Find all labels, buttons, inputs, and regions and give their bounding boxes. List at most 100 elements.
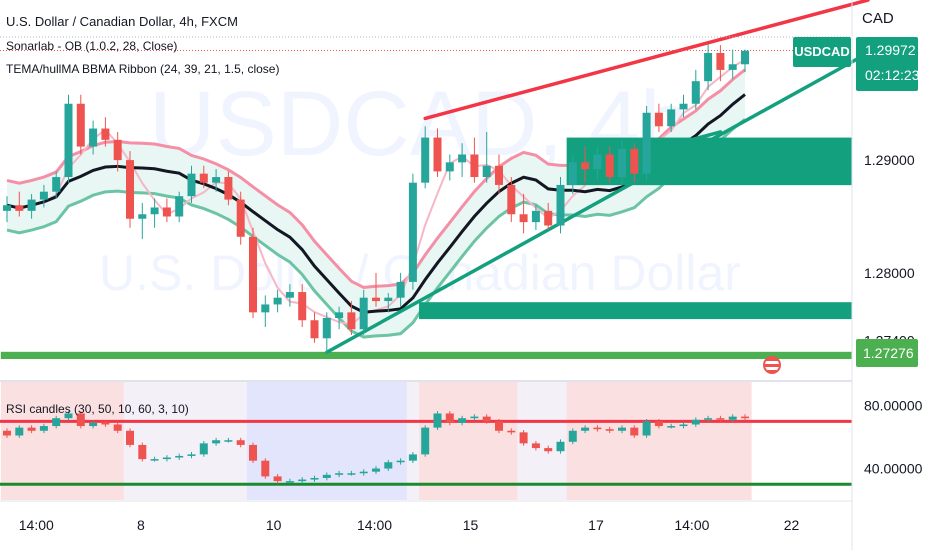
candle-body — [667, 109, 676, 127]
rsi-band — [689, 382, 703, 500]
rsi-band — [652, 382, 666, 500]
rsi-band — [738, 382, 752, 500]
candle-body — [421, 137, 430, 183]
candle-body — [716, 52, 725, 70]
time-tick-label: 17 — [588, 517, 604, 533]
rsi-candle — [64, 413, 73, 419]
candle-body — [445, 162, 454, 172]
candle-body — [593, 154, 602, 170]
candle-body — [273, 297, 282, 305]
candle-body — [261, 304, 270, 313]
rsi-band — [62, 382, 76, 500]
candle-body — [347, 312, 356, 330]
rsi-candle — [396, 460, 405, 463]
rsi-candle — [27, 427, 36, 431]
candle-body — [212, 177, 221, 183]
candle-body — [15, 205, 24, 211]
candle-body — [249, 236, 257, 313]
rsi-candle — [605, 429, 614, 431]
rsi-candle — [101, 422, 110, 425]
candle-body — [556, 184, 565, 226]
rsi-candle — [458, 418, 467, 423]
rsi-band — [369, 382, 383, 500]
candle-body — [64, 103, 73, 178]
rsi-candle — [593, 427, 602, 430]
support-price-tag: 1.27276 — [856, 339, 918, 367]
rsi-band — [677, 382, 691, 500]
rsi-band — [148, 382, 162, 500]
order-block — [419, 302, 852, 320]
rsi-band — [640, 382, 654, 500]
candle-body — [126, 160, 134, 219]
candle-body — [642, 112, 651, 174]
rsi-band — [505, 382, 518, 500]
candle-body — [236, 199, 245, 237]
rsi-band — [615, 382, 629, 500]
candle-body — [618, 148, 626, 178]
candle-body — [113, 139, 122, 161]
rsi-band — [455, 382, 469, 500]
candles — [3, 43, 749, 355]
rsi-band — [259, 382, 272, 500]
rsi-band — [37, 382, 51, 500]
indicator-sonarlab: Sonarlab - OB (1.0.2, 28, Close) — [6, 39, 178, 53]
rsi-candle — [322, 474, 331, 478]
rsi-indicator-label: RSI candles (30, 50, 10, 60, 3, 10) — [6, 402, 189, 416]
candle-body — [458, 154, 467, 163]
rsi-candle — [52, 418, 61, 427]
symbol-tag: USDCAD — [793, 37, 851, 67]
rsi-candle — [335, 473, 344, 475]
rsi-candle — [150, 459, 159, 461]
candle-body — [581, 162, 590, 170]
bar-countdown: 02:12:23 — [865, 67, 920, 83]
rsi-candle — [372, 468, 380, 472]
rsi-candle — [741, 416, 749, 419]
candle-body — [482, 165, 491, 178]
candle-body — [741, 50, 749, 65]
trend-line — [325, 51, 870, 355]
rsi-candle — [273, 476, 282, 482]
candle-body — [728, 64, 737, 70]
candle-body — [691, 81, 700, 104]
rsi-band — [357, 382, 371, 500]
candle-body — [52, 177, 61, 192]
candle-body — [89, 128, 98, 147]
rsi-band — [591, 382, 605, 500]
rsi-candle — [556, 441, 565, 452]
rsi-candle — [261, 460, 270, 477]
last-price: 1.29972 — [865, 42, 916, 58]
flag-icon[interactable] — [763, 356, 781, 374]
rsi-candle — [15, 427, 24, 436]
rsi-band — [332, 382, 346, 500]
rsi-band — [468, 382, 482, 500]
rsi-band — [283, 382, 297, 500]
candle-body — [544, 210, 553, 226]
rsi-band — [296, 382, 309, 500]
rsi-candle — [224, 440, 233, 442]
rsi-candle — [39, 426, 48, 431]
candle-body — [433, 137, 442, 172]
rsi-candle — [630, 427, 639, 436]
rsi-band — [480, 382, 494, 500]
candle-body — [408, 182, 417, 282]
rsi-candle — [187, 454, 196, 456]
candle-body — [3, 205, 11, 211]
candle-body — [285, 292, 294, 298]
candle-body — [27, 199, 36, 211]
rsi-pane — [0, 411, 852, 486]
rsi-candle — [618, 427, 626, 431]
rsi-band — [726, 382, 740, 500]
rsi-candle — [495, 421, 503, 431]
rsi-candle — [408, 454, 417, 461]
rsi-candle — [445, 413, 454, 423]
candle-body — [605, 154, 614, 178]
rsi-candle — [421, 427, 430, 455]
rsi-candle — [298, 479, 307, 482]
chart-title: U.S. Dollar / Canadian Dollar, 4h, FXCM — [6, 14, 238, 29]
rsi-candle — [716, 418, 725, 420]
currency-label: CAD — [862, 10, 894, 27]
candle-body — [76, 103, 85, 147]
rsi-band — [345, 382, 359, 500]
